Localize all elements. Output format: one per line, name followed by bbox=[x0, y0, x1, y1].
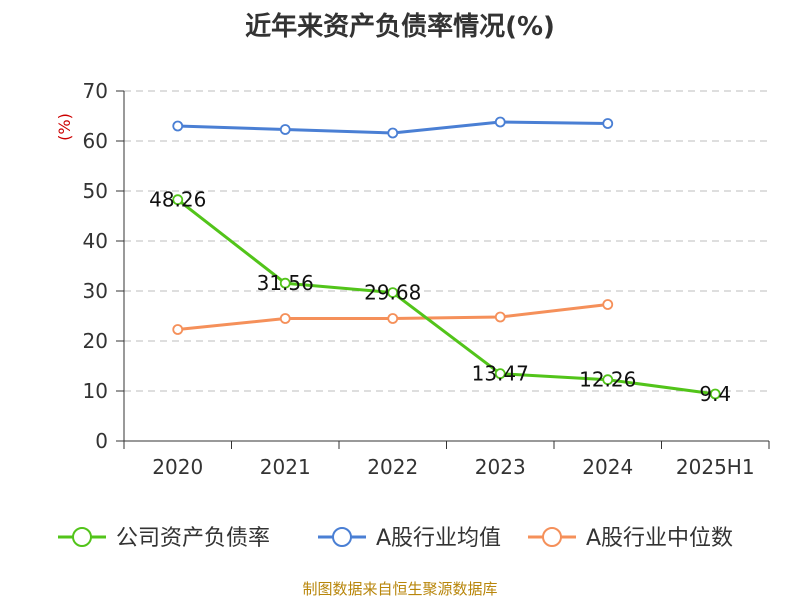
legend-marker bbox=[332, 527, 352, 547]
x-tick-label: 2025H1 bbox=[676, 455, 755, 479]
legend-marker bbox=[542, 527, 562, 547]
data-label: 9.4 bbox=[699, 382, 731, 406]
y-tick-label: 10 bbox=[83, 379, 108, 403]
data-point bbox=[387, 287, 399, 299]
data-point bbox=[602, 374, 614, 386]
series-lines bbox=[172, 116, 721, 400]
y-tick-label: 0 bbox=[95, 429, 108, 453]
y-tick-label: 60 bbox=[83, 129, 108, 153]
data-point bbox=[172, 324, 184, 335]
data-point bbox=[602, 118, 614, 129]
legend-marker bbox=[72, 527, 92, 547]
y-tick-label: 50 bbox=[83, 179, 108, 203]
source-note: 制图数据来自恒生聚源数据库 bbox=[302, 580, 498, 598]
data-labels: 48.26 31.56 29.68 13.47 12.26 9.4 bbox=[149, 188, 731, 406]
data-label: 29.68 bbox=[364, 281, 421, 305]
data-label: 12.26 bbox=[579, 368, 636, 392]
chart-title: 近年来资产负债率情况(%) bbox=[245, 12, 555, 42]
legend: 公司资产负债率 A股行业均值 A股行业中位数 bbox=[58, 526, 733, 551]
legend-label: A股行业均值 bbox=[376, 526, 501, 551]
y-axis-unit-label: (%) bbox=[55, 113, 74, 141]
legend-label: A股行业中位数 bbox=[586, 526, 733, 551]
data-point bbox=[494, 116, 506, 128]
x-tick-label: 2024 bbox=[582, 455, 633, 479]
series-line bbox=[176, 198, 716, 396]
data-point bbox=[172, 120, 184, 132]
x-tick-label: 2022 bbox=[367, 455, 418, 479]
data-label: 31.56 bbox=[257, 271, 314, 295]
y-tick-label: 30 bbox=[83, 279, 108, 303]
data-point bbox=[172, 194, 184, 206]
data-point bbox=[602, 299, 614, 310]
legend-label: 公司资产负债率 bbox=[116, 526, 270, 551]
y-tick-label: 70 bbox=[83, 79, 108, 103]
x-tick-label: 2020 bbox=[152, 455, 203, 479]
data-label: 48.26 bbox=[149, 188, 206, 212]
data-point bbox=[494, 368, 506, 380]
grid-lines bbox=[124, 90, 769, 392]
axes: 0 10 20 30 40 50 60 70 (%) 2020 2021 2022 2023 2024 20… bbox=[55, 79, 770, 479]
data-label: 13.47 bbox=[472, 362, 529, 386]
data-point bbox=[387, 313, 399, 324]
data-point bbox=[279, 124, 291, 135]
data-point bbox=[709, 388, 721, 400]
data-point bbox=[279, 277, 291, 289]
data-point bbox=[387, 127, 399, 139]
x-tick-label: 2023 bbox=[475, 455, 526, 479]
data-point bbox=[494, 311, 506, 323]
x-tick-label: 2021 bbox=[260, 455, 311, 479]
data-point bbox=[279, 313, 291, 324]
y-tick-label: 40 bbox=[83, 229, 108, 253]
y-tick-label: 20 bbox=[83, 329, 108, 353]
